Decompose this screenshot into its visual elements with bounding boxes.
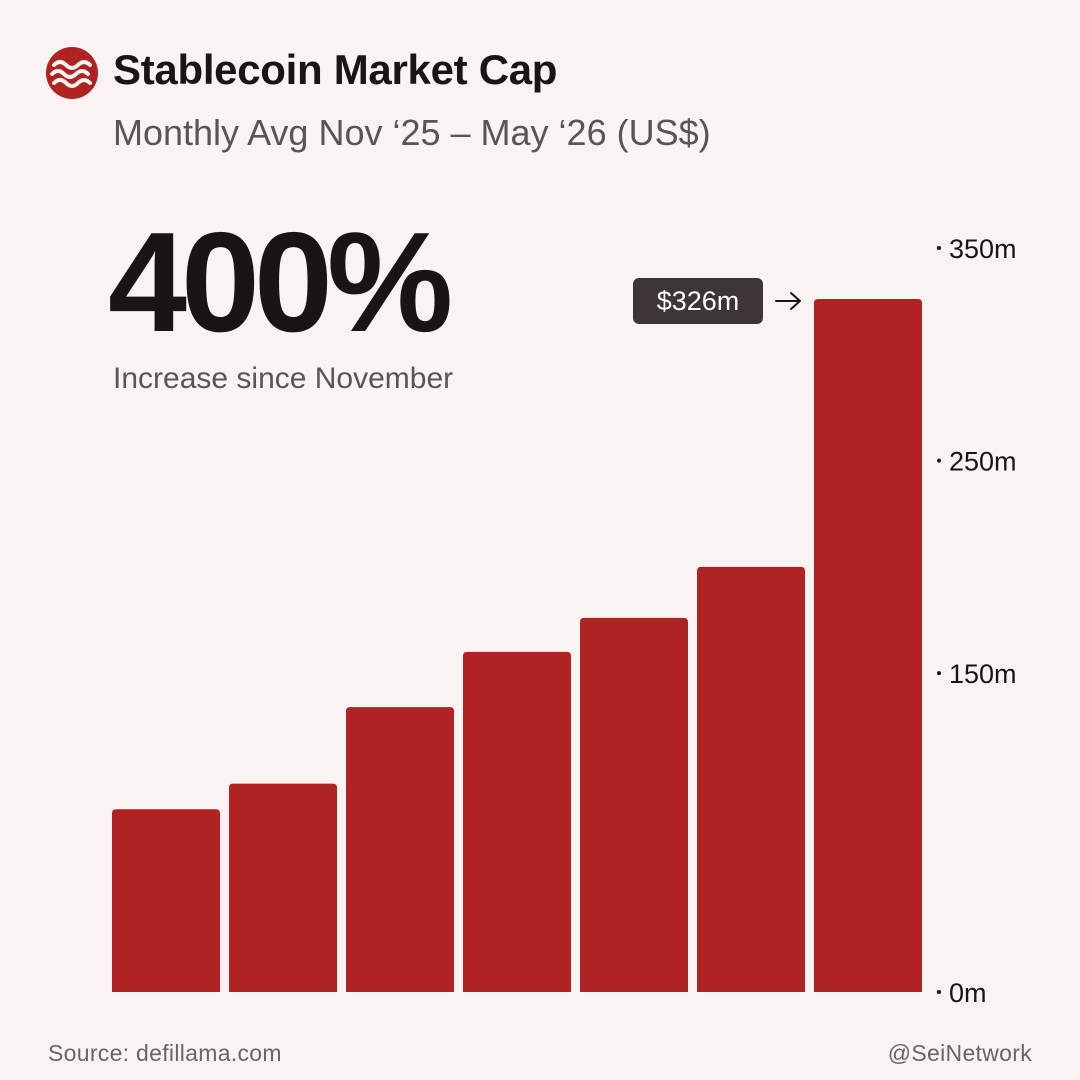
chart-subtitle: Monthly Avg Nov ‘25 – May ‘26 (US$) (113, 112, 711, 153)
y-tick-dot (937, 246, 941, 250)
bar (814, 299, 922, 992)
y-tick-label: 350m (949, 234, 1017, 264)
y-tick-label: 150m (949, 659, 1017, 689)
social-handle: @SeiNetwork (887, 1040, 1032, 1066)
bar (697, 566, 805, 992)
y-tick-dot (937, 990, 941, 994)
wave-circle-icon (46, 47, 98, 99)
chart-title: Stablecoin Market Cap (113, 46, 558, 93)
stat-caption: Increase since November (113, 362, 454, 395)
y-tick-dot (937, 458, 941, 463)
headline-stat: 400% (108, 203, 453, 362)
arrow-right-icon (775, 292, 801, 310)
bar (463, 651, 571, 992)
bar (112, 809, 220, 992)
bar (346, 707, 454, 992)
callout-label: $326m (657, 286, 740, 316)
callout-box (633, 278, 763, 324)
source-note: Source: defillama.com (48, 1040, 282, 1066)
y-tick-dot (937, 671, 941, 676)
bar (229, 783, 337, 992)
y-tick-label: 0m (949, 978, 987, 1008)
bar (580, 617, 688, 992)
y-tick-label: 250m (949, 447, 1017, 477)
